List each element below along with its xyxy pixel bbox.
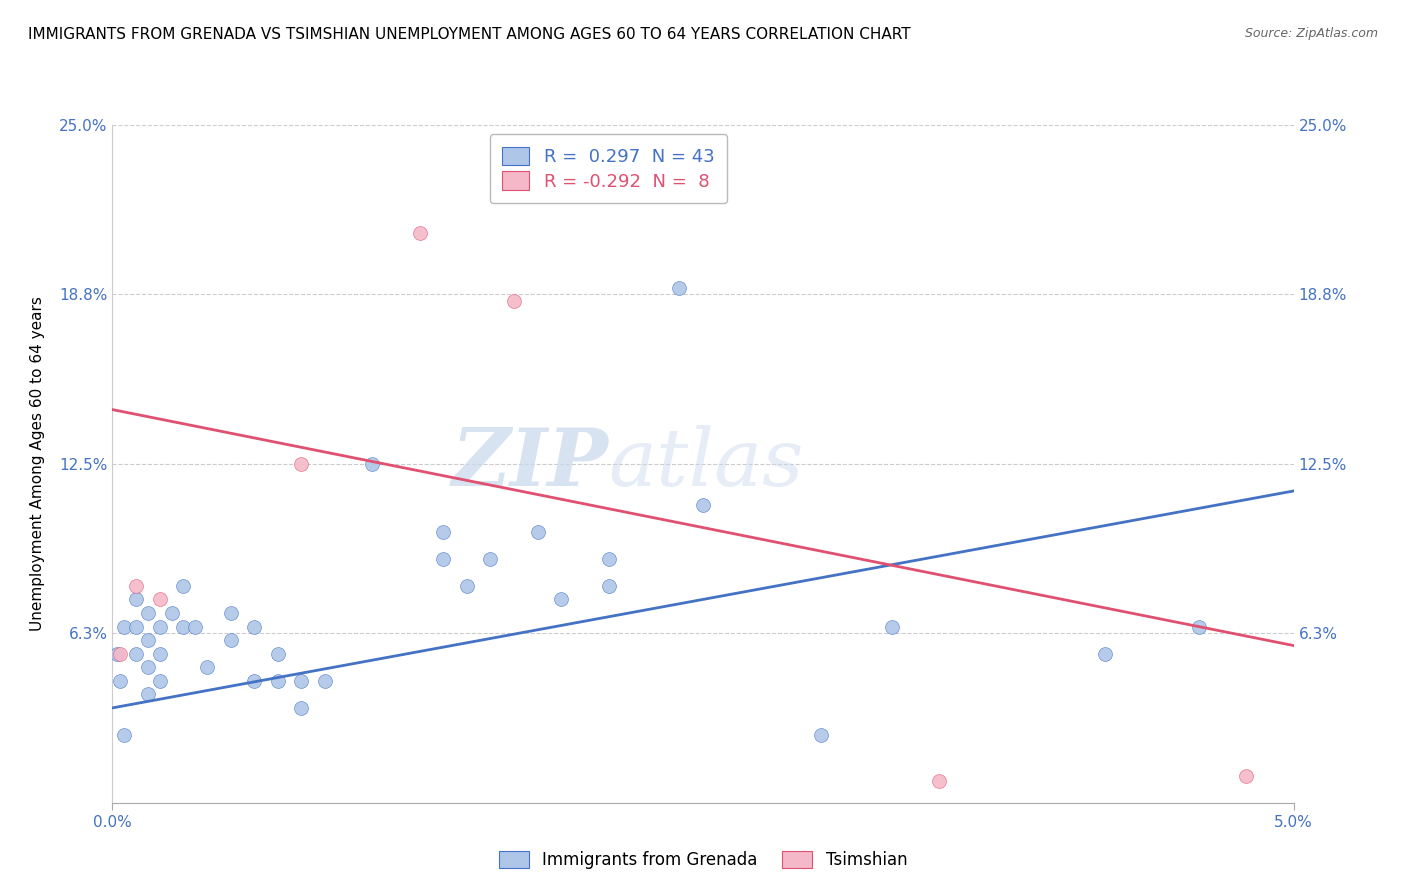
Point bbox=[172, 579, 194, 593]
Point bbox=[112, 619, 135, 633]
Point bbox=[267, 673, 290, 688]
Point bbox=[149, 647, 172, 661]
Point bbox=[219, 606, 242, 620]
Point bbox=[432, 551, 454, 566]
Point bbox=[880, 619, 903, 633]
Text: ZIP: ZIP bbox=[451, 425, 609, 502]
Point bbox=[149, 619, 172, 633]
Point bbox=[125, 592, 148, 607]
Point bbox=[243, 673, 266, 688]
Point bbox=[456, 579, 478, 593]
Point bbox=[290, 457, 312, 471]
Point bbox=[136, 633, 159, 648]
Point bbox=[160, 606, 183, 620]
Point bbox=[290, 673, 312, 688]
Point bbox=[149, 673, 172, 688]
Legend: Immigrants from Grenada, Tsimshian: Immigrants from Grenada, Tsimshian bbox=[492, 845, 914, 876]
Text: atlas: atlas bbox=[609, 425, 804, 502]
Point bbox=[314, 673, 336, 688]
Point bbox=[136, 606, 159, 620]
Point bbox=[526, 524, 548, 539]
Point bbox=[243, 619, 266, 633]
Point bbox=[219, 633, 242, 648]
Point bbox=[479, 551, 502, 566]
Point bbox=[668, 280, 690, 294]
Point bbox=[1188, 619, 1211, 633]
Point bbox=[503, 294, 526, 309]
Point bbox=[125, 647, 148, 661]
Point bbox=[149, 592, 172, 607]
Y-axis label: Unemployment Among Ages 60 to 64 years: Unemployment Among Ages 60 to 64 years bbox=[31, 296, 45, 632]
Point bbox=[184, 619, 207, 633]
Point bbox=[928, 774, 950, 789]
Point bbox=[1234, 769, 1257, 783]
Point bbox=[550, 592, 572, 607]
Point bbox=[112, 728, 135, 742]
Point bbox=[136, 687, 159, 701]
Point bbox=[172, 619, 194, 633]
Point bbox=[125, 579, 148, 593]
Point bbox=[692, 498, 714, 512]
Point bbox=[108, 673, 131, 688]
Point bbox=[136, 660, 159, 674]
Point bbox=[598, 579, 620, 593]
Point bbox=[361, 457, 384, 471]
Point bbox=[1094, 647, 1116, 661]
Point bbox=[598, 551, 620, 566]
Point bbox=[408, 227, 430, 241]
Point bbox=[125, 619, 148, 633]
Point bbox=[105, 647, 128, 661]
Point bbox=[267, 647, 290, 661]
Point bbox=[432, 524, 454, 539]
Point bbox=[810, 728, 832, 742]
Text: IMMIGRANTS FROM GRENADA VS TSIMSHIAN UNEMPLOYMENT AMONG AGES 60 TO 64 YEARS CORR: IMMIGRANTS FROM GRENADA VS TSIMSHIAN UNE… bbox=[28, 27, 911, 42]
Point bbox=[195, 660, 218, 674]
Point bbox=[108, 647, 131, 661]
Point bbox=[290, 701, 312, 715]
Text: Source: ZipAtlas.com: Source: ZipAtlas.com bbox=[1244, 27, 1378, 40]
